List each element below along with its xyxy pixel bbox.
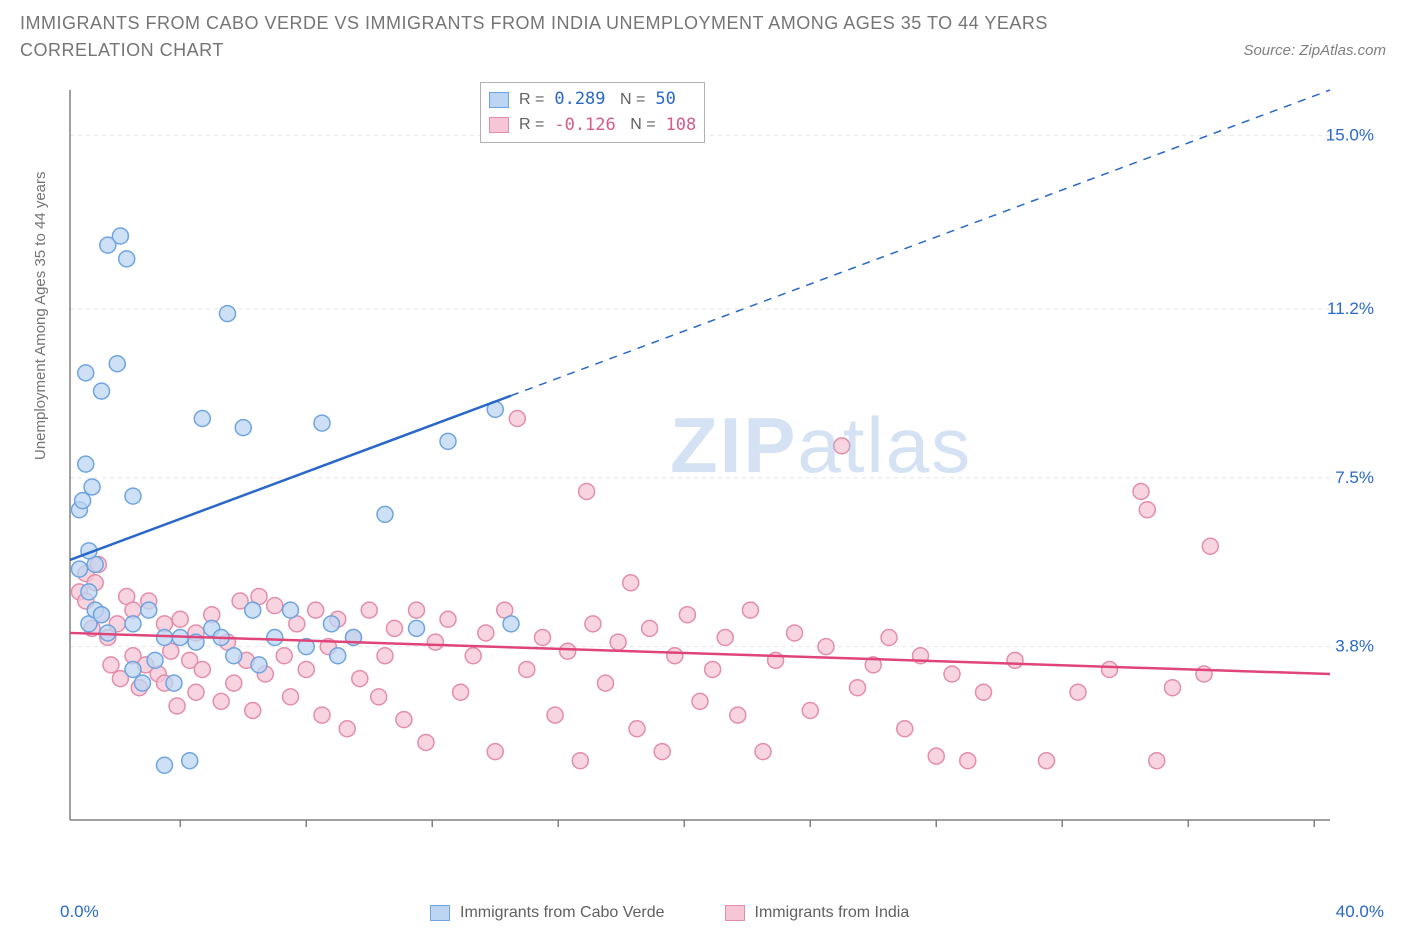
legend-item-cabo: Immigrants from Cabo Verde bbox=[430, 904, 665, 922]
source-label: Source: ZipAtlas.com bbox=[1243, 42, 1386, 59]
x-max-label: 40.0% bbox=[1336, 902, 1384, 922]
bottom-legend: Immigrants from Cabo Verde Immigrants fr… bbox=[430, 904, 909, 922]
y-axis-label: Unemployment Among Ages 35 to 44 years bbox=[32, 171, 49, 460]
stats-legend: R = 0.289 N = 50 R = -0.126 N = 108 bbox=[480, 82, 705, 143]
swatch-india-bottom bbox=[725, 905, 745, 921]
swatch-cabo-bottom bbox=[430, 905, 450, 921]
x-min-label: 0.0% bbox=[60, 902, 99, 922]
legend-item-india: Immigrants from India bbox=[725, 904, 910, 922]
stat-n-label: N = bbox=[616, 88, 646, 112]
stat-r-india: -0.126 bbox=[554, 113, 615, 139]
svg-text:7.5%: 7.5% bbox=[1335, 468, 1374, 487]
stats-row-cabo: R = 0.289 N = 50 bbox=[489, 87, 696, 113]
stat-r-label: R = bbox=[519, 88, 544, 112]
stat-n-india: 108 bbox=[666, 113, 697, 139]
svg-text:11.2%: 11.2% bbox=[1327, 299, 1374, 318]
stat-r-cabo: 0.289 bbox=[554, 87, 605, 113]
legend-label-india: Immigrants from India bbox=[755, 904, 910, 922]
swatch-cabo bbox=[489, 92, 509, 108]
stat-r-label: R = bbox=[519, 113, 544, 137]
stat-n-cabo: 50 bbox=[655, 87, 675, 113]
stats-row-india: R = -0.126 N = 108 bbox=[489, 113, 696, 139]
legend-label-cabo: Immigrants from Cabo Verde bbox=[460, 904, 665, 922]
swatch-india bbox=[489, 117, 509, 133]
stat-n-label: N = bbox=[626, 113, 656, 137]
scatter-plot: 15.0% 11.2% 7.5% 3.8% bbox=[60, 80, 1380, 850]
svg-text:15.0%: 15.0% bbox=[1326, 126, 1374, 145]
svg-text:3.8%: 3.8% bbox=[1335, 637, 1374, 656]
chart-title: IMMIGRANTS FROM CABO VERDE VS IMMIGRANTS… bbox=[20, 10, 1140, 64]
